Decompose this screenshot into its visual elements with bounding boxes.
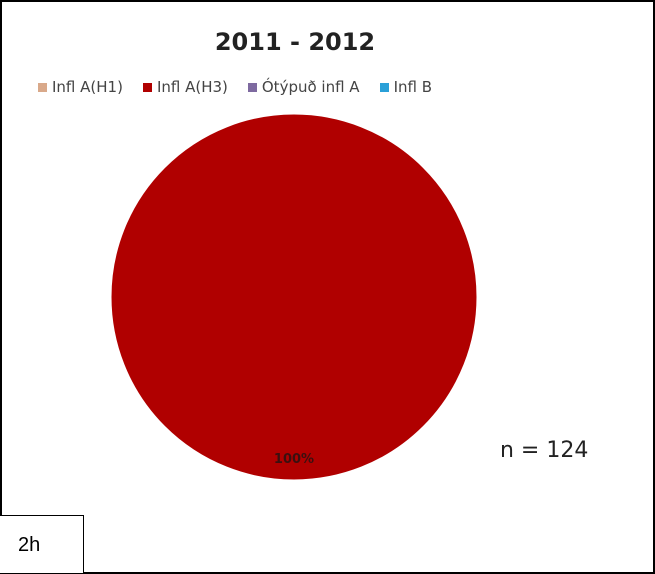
- legend-item-infl-a-h1: Infl A(H1): [38, 78, 123, 96]
- panel-tag-box: 2h: [0, 515, 84, 573]
- panel-tag: 2h: [18, 534, 41, 556]
- legend-swatch-infl-b: [379, 82, 389, 92]
- legend-item-infl-b: Infl B: [379, 78, 433, 96]
- legend-item-infl-a-h3: Infl A(H3): [142, 78, 228, 96]
- legend-item-otypud-infl-a: Ótýpuð infl A: [247, 78, 360, 96]
- legend-label-otypud-infl-a: Ótýpuð infl A: [261, 78, 360, 96]
- legend-swatch-infl-a-h1: [38, 82, 47, 92]
- legend-label-infl-a-h1: Infl A(H1): [52, 78, 123, 96]
- pie-data-label-infl-a-h3: 100%: [274, 452, 314, 467]
- legend-swatch-infl-a-h3: [142, 82, 152, 92]
- sample-size-label: n = 124: [500, 438, 589, 463]
- pie-slice-infl-a-h3: [110, 113, 478, 481]
- legend-label-infl-a-h3: Infl A(H3): [156, 78, 228, 96]
- legend-label-infl-b: Infl B: [393, 78, 433, 96]
- chart-legend: Infl A(H1) Infl A(H3) Ótýpuð infl A Infl…: [38, 78, 452, 96]
- chart-title: 2011 - 2012: [214, 28, 376, 56]
- legend-swatch-otypud-infl-a: [247, 82, 257, 92]
